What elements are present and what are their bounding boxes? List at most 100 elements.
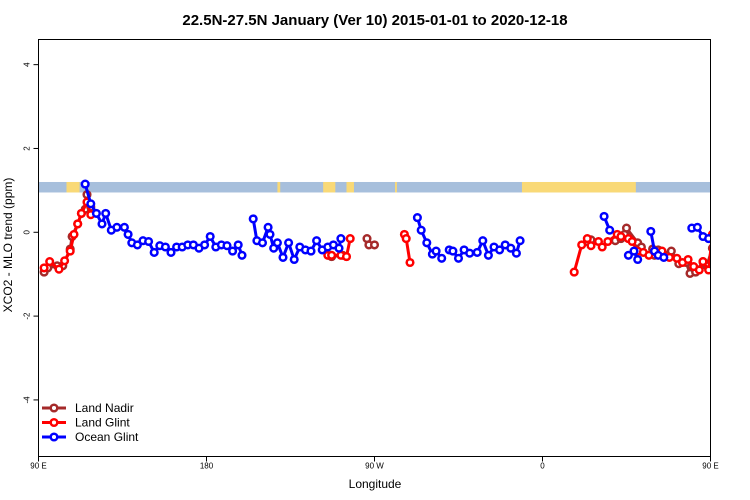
- x-tick-label: 180: [200, 462, 214, 471]
- x-axis-label: Longitude: [349, 477, 402, 491]
- data-point: [715, 223, 722, 230]
- data-point: [336, 234, 346, 244]
- x-tick-label: 0: [540, 462, 545, 471]
- data-point: [222, 241, 232, 251]
- data-point: [401, 234, 411, 244]
- data-point: [123, 229, 133, 239]
- data-point: [629, 246, 639, 256]
- data-point: [327, 250, 337, 260]
- data-point: [65, 246, 75, 256]
- data-point: [289, 254, 299, 265]
- data-point: [341, 252, 352, 262]
- series-land-nadir: [39, 190, 731, 278]
- data-point: [369, 240, 380, 250]
- series-ocean-glint: [80, 179, 750, 265]
- legend-swatch-marker: [49, 417, 59, 428]
- legend-item: Land Glint: [42, 416, 130, 430]
- data-point: [284, 238, 294, 248]
- series-layer: [39, 179, 750, 278]
- legend-item: Land Nadir: [42, 401, 134, 415]
- data-point: [586, 241, 596, 251]
- chart-title: 22.5N-27.5N January (Ver 10) 2015-01-01 …: [182, 12, 567, 29]
- data-point: [86, 199, 96, 209]
- data-point: [694, 265, 704, 275]
- data-point: [644, 250, 654, 260]
- data-point: [582, 234, 592, 244]
- x-tick-label: 90 W: [365, 462, 384, 471]
- data-point: [724, 198, 731, 205]
- series-line: [42, 200, 93, 271]
- data-point: [76, 208, 86, 218]
- land-sea-strip: [38, 181, 750, 193]
- data-point: [233, 240, 243, 250]
- data-point: [205, 231, 215, 242]
- data-point: [160, 242, 170, 252]
- y-tick-label: -2: [23, 312, 32, 320]
- data-point: [621, 223, 632, 233]
- data-point: [39, 263, 49, 273]
- x-tick-label: 90 E: [702, 462, 718, 471]
- data-point: [605, 225, 615, 235]
- data-point: [659, 252, 669, 262]
- data-point: [166, 247, 176, 257]
- data-point: [698, 257, 708, 267]
- data-point: [412, 213, 422, 223]
- legend-label: Land Glint: [75, 416, 130, 430]
- land-band: [739, 182, 750, 192]
- data-point: [73, 219, 83, 229]
- legend-label: Ocean Glint: [75, 430, 139, 444]
- y-tick-label: 2: [23, 146, 32, 151]
- data-point: [709, 233, 711, 240]
- data-point: [623, 250, 633, 260]
- data-point: [722, 206, 729, 213]
- legend-label: Land Nadir: [75, 401, 134, 415]
- data-point: [54, 264, 64, 274]
- data-point: [692, 222, 702, 232]
- legend-swatch-marker: [49, 432, 59, 442]
- land-band: [521, 181, 636, 193]
- data-point: [257, 238, 268, 248]
- data-point: [453, 253, 464, 263]
- land-band: [277, 181, 281, 193]
- legend-item: Ocean Glint: [42, 430, 139, 444]
- data-point: [144, 236, 154, 247]
- data-point: [724, 191, 731, 198]
- data-point: [149, 247, 159, 257]
- data-point: [472, 247, 482, 257]
- data-point: [437, 253, 447, 263]
- data-point: [248, 214, 258, 224]
- y-tick-label: 4: [23, 62, 32, 67]
- data-point: [60, 256, 70, 266]
- series-land-glint: [39, 197, 731, 277]
- data-point: [200, 240, 210, 250]
- data-point: [506, 243, 516, 253]
- y-axis: -4 -2 0 2 4: [23, 62, 39, 403]
- data-point: [683, 254, 693, 265]
- land-band: [346, 181, 354, 193]
- data-point: [633, 254, 643, 265]
- data-point: [511, 248, 521, 258]
- data-point: [132, 240, 142, 250]
- series-line: [724, 184, 750, 245]
- data-point: [263, 222, 273, 232]
- data-point: [599, 211, 609, 221]
- data-point: [312, 236, 322, 246]
- data-point: [448, 246, 458, 256]
- data-point: [495, 245, 505, 255]
- data-point: [80, 179, 90, 189]
- data-point: [483, 250, 493, 260]
- land-band: [395, 181, 397, 193]
- data-point: [237, 250, 247, 260]
- x-axis: 90 E 180 90 W 0 90 E: [30, 456, 719, 471]
- data-point: [431, 246, 441, 256]
- data-point: [704, 234, 711, 244]
- data-point: [422, 238, 432, 248]
- data-point: [720, 205, 727, 212]
- data-point: [717, 210, 724, 217]
- data-point: [597, 242, 607, 252]
- data-point: [603, 236, 613, 247]
- data-point: [69, 229, 79, 239]
- data-point: [737, 221, 744, 228]
- data-point: [616, 231, 626, 242]
